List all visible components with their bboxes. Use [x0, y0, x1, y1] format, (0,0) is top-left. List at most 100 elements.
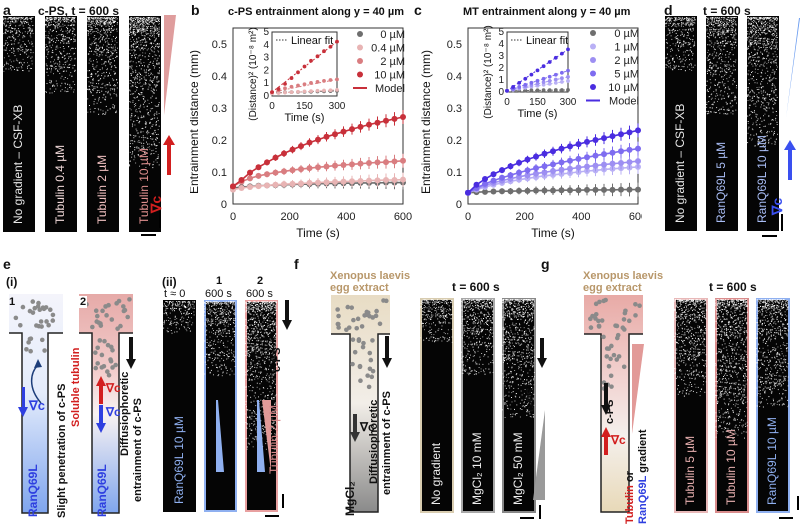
particle [623, 308, 628, 313]
data-point [392, 158, 398, 164]
data-point [584, 154, 590, 160]
data-point [264, 171, 270, 177]
inset-data-point [511, 85, 515, 89]
microscopy-strip [204, 300, 237, 512]
particle [597, 324, 602, 329]
strip-label: Tubulin 10 µM [724, 429, 738, 505]
data-point [349, 126, 355, 132]
mgcl2-channel-label: MgCl₂ [343, 481, 357, 516]
inset-y-tick-label: 0 [498, 87, 504, 98]
particle [622, 327, 627, 332]
extract-line-1: Xenopus laevis [330, 270, 410, 282]
panel-e-part-ii: (ii) [162, 275, 177, 289]
scale-bar-horizontal [762, 235, 777, 237]
strip-label: RanQ69L 10 µM [765, 417, 779, 505]
particle [40, 338, 45, 343]
data-point [273, 155, 279, 161]
data-point [239, 177, 245, 183]
particle [21, 305, 26, 310]
legend-marker [590, 71, 596, 77]
particle [125, 315, 130, 320]
panel-f-title: t = 600 s [452, 280, 500, 294]
data-point [508, 163, 514, 169]
data-point [383, 177, 389, 183]
inset-data-point [505, 89, 509, 93]
tubulin-gradient-wedge [162, 15, 176, 115]
scale-bar-vertical [781, 214, 783, 231]
particle [609, 373, 614, 378]
inset-data-point [296, 70, 300, 74]
data-point [627, 129, 633, 135]
data-point [315, 137, 321, 143]
particle [50, 318, 55, 323]
data-point [290, 167, 296, 173]
particle [345, 305, 350, 310]
particle [594, 302, 599, 307]
inset-data-point [542, 77, 546, 81]
data-point [332, 179, 338, 185]
scale-bar-horizontal [141, 234, 156, 236]
inset-data-point [548, 79, 552, 83]
inset-x-tick-label: 300 [560, 97, 577, 108]
inset-data-point [548, 60, 552, 64]
inset-data-point [560, 88, 564, 92]
particle [95, 314, 100, 319]
gradient-arrow-up-red-g [601, 427, 611, 460]
inset-data-point [290, 76, 294, 80]
particle [612, 353, 617, 358]
cps-label-e: c-PS [271, 348, 283, 372]
data-point [567, 166, 573, 172]
inset-y-tick-label: 4 [263, 40, 269, 51]
data-point [256, 173, 262, 179]
data-point [499, 188, 505, 194]
data-point [324, 134, 330, 140]
data-point [618, 187, 624, 193]
particle [121, 304, 126, 309]
particle [39, 319, 44, 324]
legend-model-label: Model [609, 96, 639, 108]
particle [100, 309, 105, 314]
particle [353, 350, 358, 355]
cps-label-g: c-PS [604, 400, 616, 424]
data-point [298, 181, 304, 187]
inset-data-point [554, 56, 558, 60]
data-point [332, 131, 338, 137]
particle [365, 373, 370, 378]
inset-data-point [560, 80, 564, 84]
particle [32, 306, 37, 311]
scale-bar-horizontal [779, 517, 793, 519]
strip-label: Tubulin 5 µM [683, 436, 697, 505]
data-point [627, 159, 633, 165]
data-point [559, 167, 565, 173]
particle [102, 339, 107, 344]
data-point [584, 164, 590, 170]
data-point [499, 167, 505, 173]
data-point [601, 135, 607, 141]
x-tick-label: 200 [280, 211, 298, 223]
inset-data-point [566, 69, 570, 73]
inset-data-point [309, 81, 313, 85]
data-point [482, 176, 488, 182]
particle [336, 314, 341, 319]
inset-data-point [548, 75, 552, 79]
particle [109, 359, 114, 364]
data-point [375, 159, 381, 165]
arrow-up-icon [601, 427, 611, 455]
microscopy-strip: No gradient [420, 298, 454, 513]
y-tick-label: 0.2 [447, 135, 462, 147]
data-point [627, 187, 633, 193]
inset-data-point [316, 80, 320, 84]
data-point [247, 184, 253, 190]
particle [357, 338, 362, 343]
gradient-arrow-red [163, 135, 175, 180]
data-point [516, 170, 522, 176]
particle [622, 317, 627, 322]
particle [361, 345, 366, 350]
particle [607, 364, 612, 369]
legend-label: 0 µM [614, 28, 639, 40]
data-point [349, 178, 355, 184]
data-point [550, 168, 556, 174]
legend-marker [357, 31, 363, 37]
particle [616, 333, 621, 338]
